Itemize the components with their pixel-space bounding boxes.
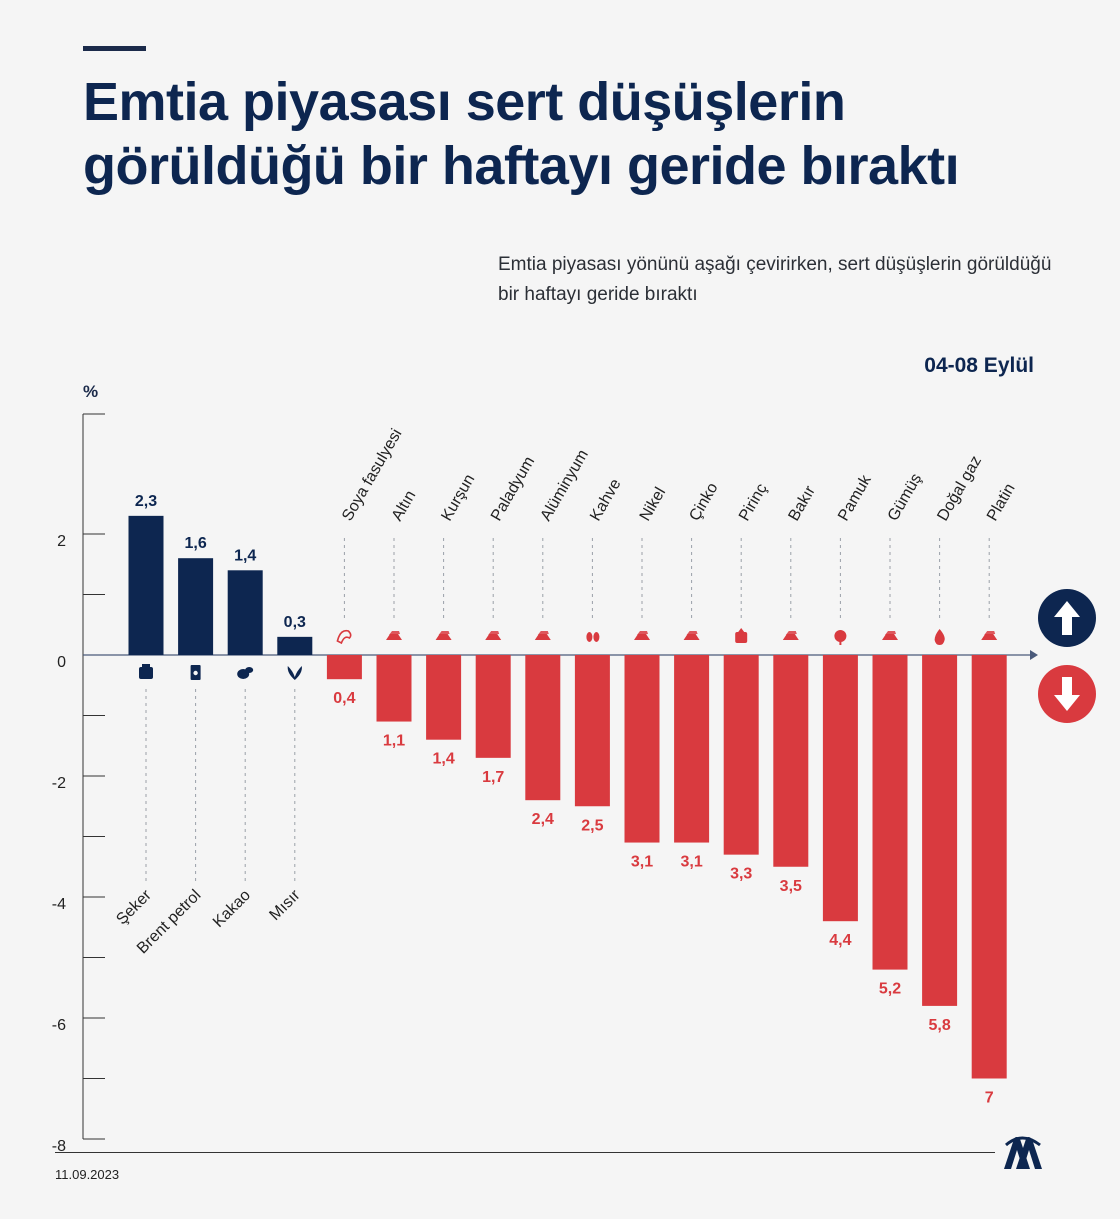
bar-9 bbox=[525, 655, 561, 801]
bar-3 bbox=[227, 570, 263, 655]
value-label: 0,4 bbox=[333, 690, 355, 707]
sugar-icon bbox=[139, 664, 153, 679]
baseline-arrow bbox=[1030, 650, 1038, 660]
value-label: 1,7 bbox=[482, 769, 504, 786]
metal-bar-icon bbox=[485, 631, 502, 640]
footer-date: 11.09.2023 bbox=[55, 1167, 120, 1182]
value-label: 5,8 bbox=[928, 1017, 950, 1034]
value-label: 2,4 bbox=[532, 811, 554, 828]
value-label: 1,4 bbox=[432, 751, 454, 768]
bar-13 bbox=[723, 655, 759, 855]
metal-bar-icon bbox=[981, 631, 998, 640]
value-label: 2,5 bbox=[581, 817, 603, 834]
category-label: Doğal gaz bbox=[934, 453, 985, 524]
footer-rule bbox=[55, 1152, 995, 1153]
bar-8 bbox=[475, 655, 511, 758]
bar-2 bbox=[178, 558, 214, 655]
flame-icon bbox=[934, 629, 945, 645]
bar-7 bbox=[426, 655, 462, 740]
category-label: Kakao bbox=[210, 887, 254, 931]
category-label: Şeker bbox=[113, 886, 155, 928]
category-label: Çinko bbox=[686, 480, 721, 524]
category-label: Mısır bbox=[266, 886, 304, 924]
y-axis-unit: % bbox=[83, 382, 98, 401]
value-label: 3,1 bbox=[631, 854, 653, 871]
category-label: Pamuk bbox=[835, 472, 875, 524]
arrow-down-icon bbox=[1038, 665, 1096, 723]
rice-icon bbox=[735, 628, 748, 643]
value-label: 0,3 bbox=[284, 614, 306, 631]
value-label: 3,3 bbox=[730, 866, 752, 883]
metal-bar-icon bbox=[534, 631, 551, 640]
metal-bar-icon bbox=[882, 631, 898, 640]
category-label: Paladyum bbox=[488, 454, 538, 524]
metal-bar-icon bbox=[634, 631, 650, 640]
category-label: Nikel bbox=[637, 485, 670, 524]
corn-icon bbox=[287, 666, 302, 680]
value-label: 1,6 bbox=[184, 535, 206, 552]
top-rule bbox=[83, 46, 146, 51]
bar-16 bbox=[872, 655, 908, 970]
y-tick-label: -2 bbox=[52, 775, 66, 792]
category-label: Platin bbox=[984, 481, 1019, 524]
bar-11 bbox=[624, 655, 660, 843]
category-label: Gümüş bbox=[885, 471, 926, 524]
category-label: Pirinç bbox=[736, 481, 771, 524]
metal-bar-icon bbox=[782, 631, 799, 640]
soybean-icon bbox=[336, 629, 352, 645]
category-label: Altın bbox=[389, 488, 420, 524]
value-label: 5,2 bbox=[879, 981, 901, 998]
cotton-icon bbox=[834, 630, 847, 645]
bar-14 bbox=[773, 655, 809, 867]
bar-5 bbox=[326, 655, 362, 680]
y-tick-label: -4 bbox=[52, 896, 66, 913]
value-label: 2,3 bbox=[135, 493, 157, 510]
gold-bar-icon bbox=[386, 631, 402, 640]
oil-barrel-icon bbox=[190, 665, 201, 680]
category-label: Alüminyum bbox=[538, 447, 592, 524]
bar-10 bbox=[574, 655, 610, 807]
category-label: Kahve bbox=[587, 476, 624, 524]
bar-4 bbox=[277, 636, 313, 655]
y-tick-label: 0 bbox=[57, 654, 66, 671]
bar-18 bbox=[971, 655, 1007, 1079]
value-label: 3,1 bbox=[680, 854, 702, 871]
coffee-bean-icon bbox=[586, 632, 600, 642]
y-tick-label: 2 bbox=[57, 533, 66, 550]
value-label: 4,4 bbox=[829, 932, 851, 949]
bar-17 bbox=[922, 655, 958, 1006]
value-label: 1,1 bbox=[383, 733, 405, 750]
category-label: Bakır bbox=[786, 483, 820, 524]
metal-bar-icon bbox=[435, 631, 452, 640]
bar-1 bbox=[128, 515, 164, 655]
bar-12 bbox=[674, 655, 710, 843]
page-title: Emtia piyasası sert düşüşlerin görüldüğü… bbox=[83, 72, 960, 196]
category-label: Kurşun bbox=[438, 472, 478, 524]
subtitle: Emtia piyasası yönünü aşağı çevirirken, … bbox=[498, 254, 1052, 305]
metal-bar-icon bbox=[683, 631, 700, 640]
aa-logo bbox=[1004, 1136, 1042, 1169]
value-label: 7 bbox=[985, 1090, 994, 1107]
y-tick-label: -8 bbox=[52, 1138, 66, 1155]
arrow-up-icon bbox=[1038, 589, 1096, 647]
value-label: 1,4 bbox=[234, 547, 256, 564]
bar-15 bbox=[822, 655, 858, 922]
y-tick-label: -6 bbox=[52, 1017, 66, 1034]
value-label: 3,5 bbox=[780, 878, 802, 895]
cocoa-icon bbox=[237, 667, 254, 679]
bar-6 bbox=[376, 655, 412, 722]
date-range: 04-08 Eylül bbox=[924, 354, 1034, 377]
